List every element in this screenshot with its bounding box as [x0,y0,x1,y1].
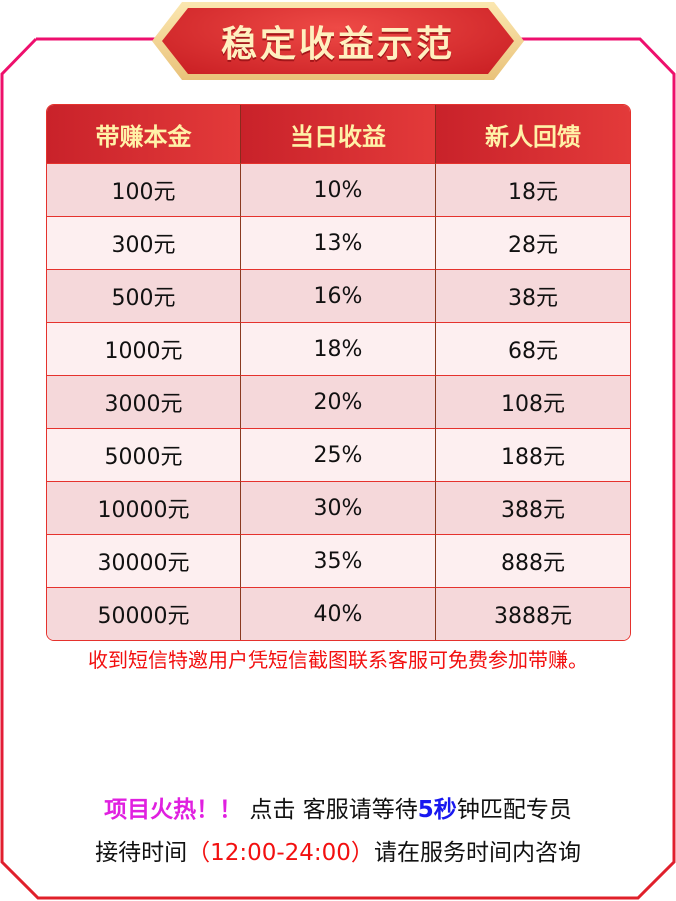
cell-principal: 500元 [47,269,241,322]
table-row: 500元 16% 38元 [47,269,630,322]
cell-daily-return: 25% [240,428,435,481]
footer-text: 接待时间 [95,840,188,866]
cell-daily-return: 20% [240,375,435,428]
cell-daily-return: 35% [240,534,435,587]
cell-principal: 300元 [47,216,241,269]
cell-bonus: 388元 [435,481,630,534]
cell-bonus: 3888元 [435,587,630,640]
cell-daily-return: 10% [240,163,435,216]
table-row: 5000元 25% 188元 [47,428,630,481]
notice-text: 收到短信特邀用户凭短信截图联系客服可免费参加带赚。 [88,648,588,672]
table-row: 30000元 35% 888元 [47,534,630,587]
table-row: 1000元 18% 68元 [47,322,630,375]
header-daily-return: 当日收益 [240,105,435,163]
footer-line-2: 接待时间（12:00-24:00）请在服务时间内咨询 [0,833,676,867]
table-row: 100元 10% 18元 [47,163,630,216]
cell-bonus: 108元 [435,375,630,428]
cell-principal: 30000元 [47,534,241,587]
earnings-table: 带赚本金 当日收益 新人回馈 100元 10% 18元 300元 13% 28元 500元 1… [46,104,631,641]
cell-bonus: 188元 [435,428,630,481]
title-banner: 稳定收益示范 [152,2,524,80]
cell-principal: 3000元 [47,375,241,428]
cell-daily-return: 13% [240,216,435,269]
table-row: 300元 13% 28元 [47,216,630,269]
cell-bonus: 888元 [435,534,630,587]
footer-text: 点击 客服请等待 [242,797,418,823]
cell-bonus: 68元 [435,322,630,375]
cell-principal: 50000元 [47,587,241,640]
table-row: 10000元 30% 388元 [47,481,630,534]
header-new-user-bonus: 新人回馈 [435,105,630,163]
hot-label: 项目火热！！ [104,797,243,823]
table-row: 3000元 20% 108元 [47,375,630,428]
cell-bonus: 18元 [435,163,630,216]
page-title: 稳定收益示范 [220,24,455,65]
cell-principal: 100元 [47,163,241,216]
cell-principal: 1000元 [47,322,241,375]
cell-principal: 5000元 [47,428,241,481]
table-row: 50000元 40% 3888元 [47,587,630,640]
cell-bonus: 38元 [435,269,630,322]
cell-daily-return: 30% [240,481,435,534]
header-principal: 带赚本金 [47,105,241,163]
table-header-row: 带赚本金 当日收益 新人回馈 [47,105,630,163]
cell-daily-return: 18% [240,322,435,375]
cell-bonus: 28元 [435,216,630,269]
service-hours: （12:00-24:00） [187,840,374,866]
footer-text: 请在服务时间内咨询 [373,840,581,866]
cell-principal: 10000元 [47,481,241,534]
footer-line-1: 项目火热！！ 点击 客服请等待5秒钟匹配专员 [0,790,676,824]
footer-text: 钟匹配专员 [456,797,572,823]
cell-daily-return: 16% [240,269,435,322]
wait-seconds: 5秒 [417,797,457,823]
cell-daily-return: 40% [240,587,435,640]
